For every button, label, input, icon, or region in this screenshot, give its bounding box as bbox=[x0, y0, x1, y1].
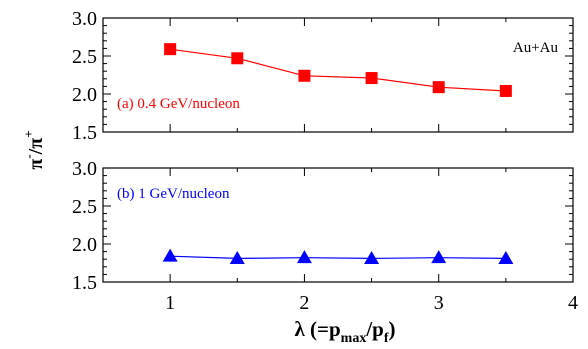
y-tick-label: 1.5 bbox=[72, 272, 97, 294]
plot-frame-bottom bbox=[102, 167, 574, 283]
xlabel-mid: /p bbox=[365, 317, 384, 341]
data-point bbox=[365, 72, 378, 85]
plot-frame-top bbox=[102, 17, 574, 133]
top-y-tick-labels: 1.5 2.0 2.5 3.0 bbox=[72, 8, 97, 144]
data-point bbox=[499, 84, 512, 97]
annotation-top: (a) 0.4 GeV/nucleon bbox=[117, 96, 240, 112]
annotation-bottom: (b) 1 GeV/nucleon bbox=[117, 186, 230, 202]
x-axis-title: λ (=pmax/pf) bbox=[294, 317, 395, 346]
panel-top: 1.5 2.0 2.5 3.0 Au+Au (a) 0.4 GeV/nucleon bbox=[72, 8, 574, 144]
y-tick-label: 2.5 bbox=[72, 46, 97, 68]
data-point bbox=[296, 250, 312, 264]
ylabel-slash-pi: /π bbox=[25, 138, 47, 156]
ylabel-plus-sup: + bbox=[21, 130, 36, 137]
data-point bbox=[432, 81, 445, 94]
data-point bbox=[498, 250, 514, 264]
bottom-markers bbox=[162, 248, 514, 264]
ylabel-minus-sup: - bbox=[21, 154, 36, 158]
y-tick-label: 3.0 bbox=[72, 158, 97, 180]
xlabel-main: λ (=p bbox=[294, 317, 340, 341]
y-axis-title: π-/π+ bbox=[21, 130, 47, 169]
data-point bbox=[364, 250, 380, 264]
ylabel-pi-minus: π bbox=[25, 159, 47, 170]
data-point bbox=[431, 250, 447, 264]
top-ticks bbox=[103, 18, 573, 132]
top-markers bbox=[164, 43, 512, 97]
bottom-y-tick-labels: 1.5 2.0 2.5 3.0 bbox=[72, 158, 97, 294]
data-point bbox=[231, 52, 244, 65]
x-tick-label: 2 bbox=[299, 292, 309, 314]
system-label: Au+Au bbox=[513, 40, 559, 56]
y-tick-label: 2.5 bbox=[72, 196, 97, 218]
xlabel-end: ) bbox=[389, 317, 396, 341]
x-tick-labels: 1 2 3 4 bbox=[165, 292, 578, 314]
xlabel-sub-max: max bbox=[341, 331, 367, 346]
y-tick-label: 2.0 bbox=[72, 234, 97, 256]
series-line-top bbox=[170, 48, 506, 92]
y-tick-label: 2.0 bbox=[72, 84, 97, 106]
data-point bbox=[298, 69, 311, 82]
data-point bbox=[162, 248, 178, 262]
panel-bottom: 1.5 2.0 2.5 3.0 1 2 3 4 (b) 1 GeV/nucleon bbox=[72, 158, 578, 314]
y-tick-label: 1.5 bbox=[72, 122, 97, 144]
x-tick-label: 1 bbox=[165, 292, 175, 314]
xlabel-sub-f: f bbox=[384, 331, 389, 346]
series-line-bottom bbox=[170, 255, 506, 260]
y-tick-label: 3.0 bbox=[72, 8, 97, 30]
x-tick-label: 4 bbox=[568, 292, 578, 314]
bottom-ticks bbox=[103, 168, 573, 282]
x-tick-label: 3 bbox=[434, 292, 444, 314]
data-point bbox=[164, 43, 177, 56]
data-point bbox=[229, 250, 245, 264]
